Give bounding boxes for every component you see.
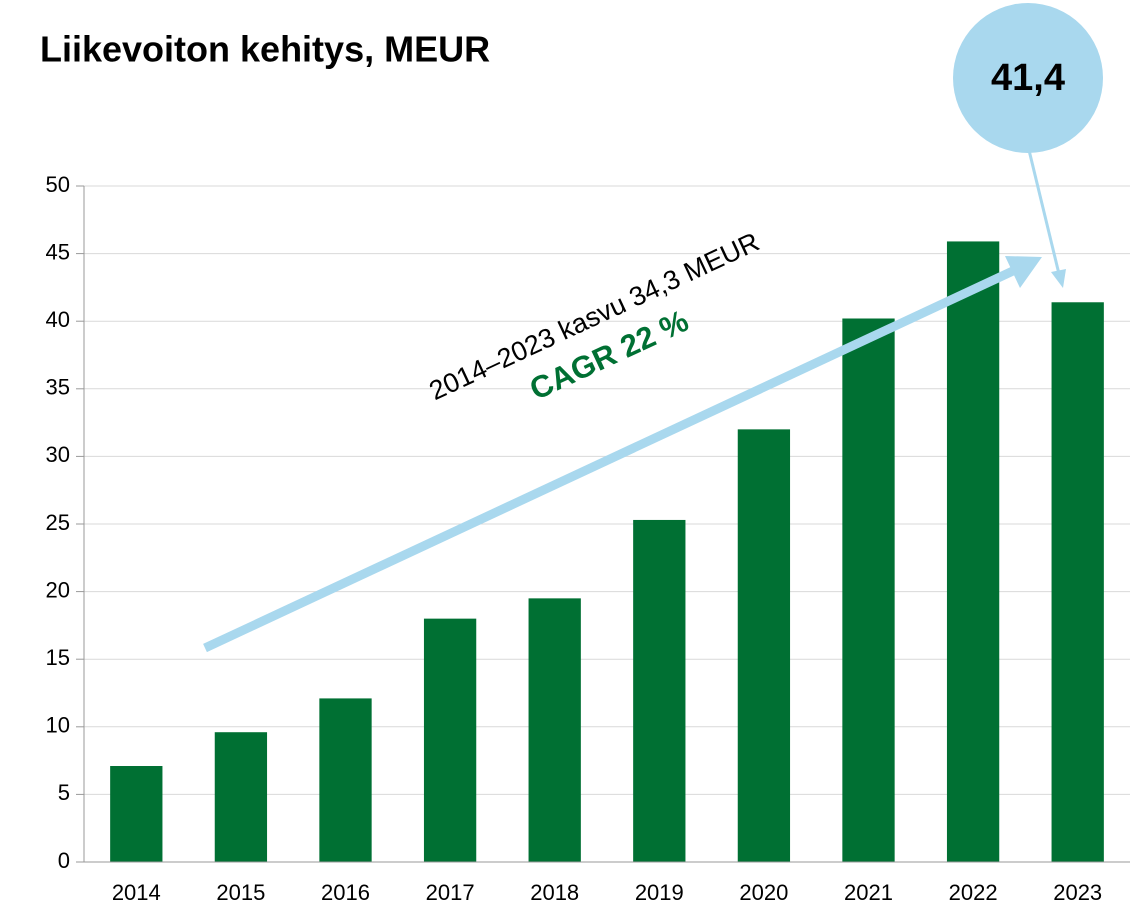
x-tick-label: 2021 [844, 880, 893, 905]
y-tick-label: 20 [46, 577, 70, 602]
y-tick-label: 5 [58, 780, 70, 805]
x-tick-label: 2018 [530, 880, 579, 905]
bar [528, 598, 581, 862]
x-tick-label: 2023 [1053, 880, 1102, 905]
callout-arrow-head [1051, 269, 1066, 288]
y-tick-label: 30 [46, 442, 70, 467]
y-tick-label: 0 [58, 848, 70, 873]
y-tick-label: 10 [46, 713, 70, 738]
x-tick-label: 2022 [949, 880, 998, 905]
chart-title: Liikevoiton kehitys, MEUR [40, 29, 490, 70]
x-tick-label: 2017 [426, 880, 475, 905]
bar [842, 318, 895, 863]
y-tick-label: 35 [46, 375, 70, 400]
x-tick-label: 2016 [321, 880, 370, 905]
y-tick-label: 50 [46, 172, 70, 197]
bar [633, 519, 686, 862]
bar [946, 241, 1000, 862]
callout-bubble [953, 3, 1103, 153]
callout-label: 41,4 [991, 57, 1065, 99]
y-tick-label: 25 [46, 510, 70, 535]
y-tick-label: 45 [46, 239, 70, 264]
bar [737, 429, 791, 862]
callout-arrow [1026, 145, 1061, 275]
y-tick-label: 15 [46, 645, 70, 670]
x-tick-label: 2020 [739, 880, 788, 905]
bar [110, 766, 163, 862]
trend-arrow-head [1005, 256, 1042, 288]
bar [423, 618, 477, 862]
trend-arrow [203, 265, 1017, 653]
bar [1051, 302, 1104, 863]
y-tick-label: 40 [46, 307, 70, 332]
bar [319, 698, 372, 862]
x-tick-label: 2019 [635, 880, 684, 905]
x-tick-label: 2015 [216, 880, 265, 905]
bar [214, 732, 268, 862]
x-tick-label: 2014 [112, 880, 161, 905]
